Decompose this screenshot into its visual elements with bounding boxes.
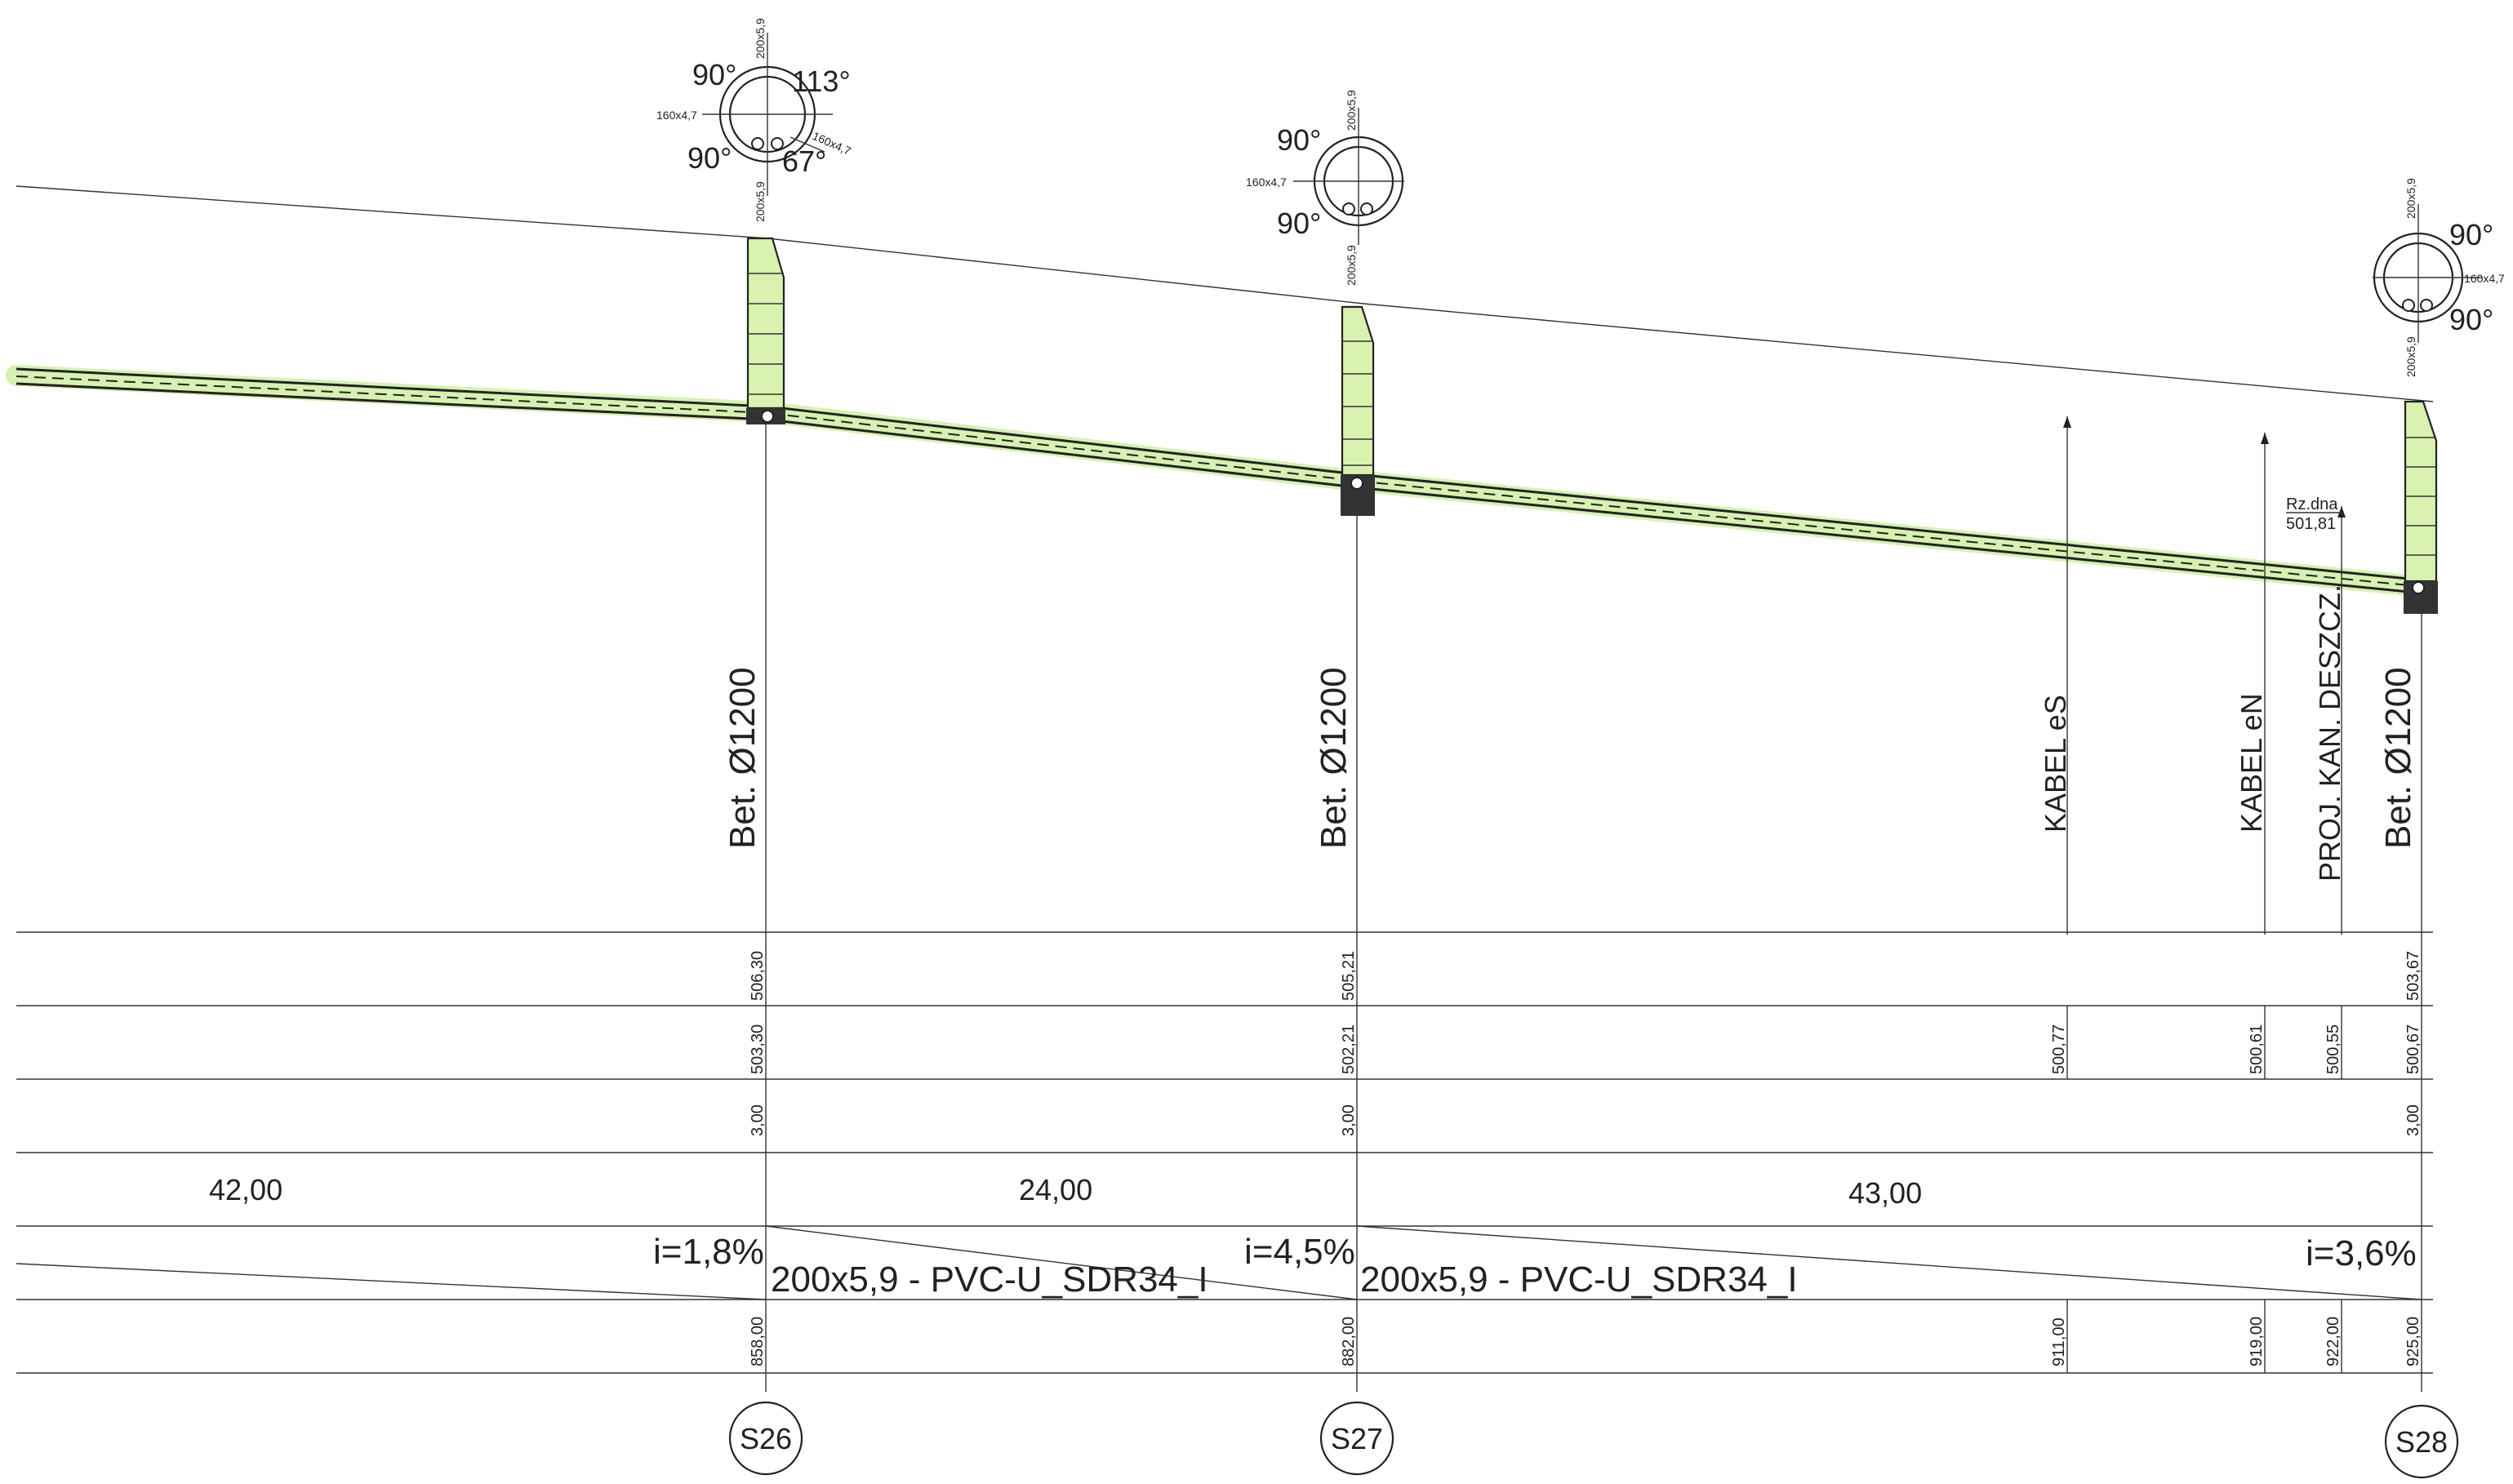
manhole-s28 bbox=[2404, 400, 2438, 1392]
manhole-s26 bbox=[746, 237, 785, 1392]
chainage-kabel-en: 919,00 bbox=[2248, 1317, 2266, 1366]
plan-angle-s26-br: 67° bbox=[782, 144, 826, 178]
plan-pipe-s28-bottom: 200x5,9 bbox=[2404, 336, 2417, 377]
plan-angle-s26-bl: 90° bbox=[687, 141, 732, 175]
slope-label-end: i=3,6% bbox=[2306, 1233, 2417, 1273]
plan-pipe-s26-bottom: 200x5,9 bbox=[754, 181, 767, 222]
invert-elev-kan-deszcz: 500,55 bbox=[2324, 1024, 2342, 1074]
terrain-elev-s28: 503,67 bbox=[2404, 951, 2422, 1001]
plan-pipe-s28-top: 200x5,9 bbox=[2404, 178, 2417, 219]
plan-angle-s26-tl: 90° bbox=[692, 58, 736, 91]
profile-table bbox=[16, 931, 2433, 1374]
plan-symbol-s27: 90° 90° 200x5,9 160x4,7 200x5,9 bbox=[1246, 90, 1404, 286]
manhole-label-s28: Bet. Ø1200 bbox=[2378, 667, 2418, 849]
invert-elev-kabel-en: 500,61 bbox=[2248, 1024, 2266, 1074]
segment-length-2: 24,00 bbox=[1019, 1173, 1092, 1206]
segment-length-1: 42,00 bbox=[209, 1173, 282, 1206]
chainage-kabel-es: 911,00 bbox=[2050, 1317, 2068, 1366]
station-id-s26: S26 bbox=[740, 1422, 792, 1455]
rz-dna-value: 501,81 bbox=[2286, 515, 2336, 533]
chainage-s26: 858,00 bbox=[749, 1317, 767, 1366]
plan-angle-s26-tr: 113° bbox=[792, 64, 851, 98]
invert-elev-s26: 503,30 bbox=[749, 1024, 767, 1074]
terrain-elev-s27: 505,21 bbox=[1340, 951, 1358, 1001]
crossing-label-kabel-en: KABEL eN bbox=[2235, 693, 2268, 833]
plan-pipe-s27-left: 160x4,7 bbox=[1246, 176, 1287, 189]
plan-angle-s27-bl: 90° bbox=[1277, 207, 1321, 240]
invert-elev-s27: 502,21 bbox=[1340, 1024, 1358, 1074]
pipe-spec-1: 200x5,9 - PVC-U_SDR34_I bbox=[771, 1260, 1208, 1300]
plan-angle-s27-tl: 90° bbox=[1277, 123, 1321, 157]
plan-pipe-s27-top: 200x5,9 bbox=[1345, 90, 1358, 131]
plan-pipe-s28-right: 160x4,7 bbox=[2464, 272, 2505, 285]
depth-s27: 3,00 bbox=[1340, 1104, 1358, 1136]
rz-dna-label: Rz.dna bbox=[2286, 495, 2338, 513]
plan-angle-s28-br: 90° bbox=[2449, 303, 2493, 336]
invert-elev-kabel-es: 500,77 bbox=[2050, 1024, 2068, 1074]
invert-elev-s28: 500,67 bbox=[2404, 1024, 2422, 1074]
slope-label-1: i=1,8% bbox=[653, 1232, 764, 1272]
crossing-label-kan-deszcz: PROJ. KAN. DESZCZ. bbox=[2313, 584, 2346, 882]
pipe-spec-2: 200x5,9 - PVC-U_SDR34_I bbox=[1360, 1260, 1798, 1300]
station-id-s28: S28 bbox=[2395, 1425, 2448, 1459]
manhole-label-s27: Bet. Ø1200 bbox=[1314, 667, 1354, 849]
manhole-s27 bbox=[1341, 305, 1375, 1392]
depth-s26: 3,00 bbox=[749, 1104, 767, 1136]
sewer-pipe bbox=[6, 365, 2427, 597]
station-bubble-s27: S27 bbox=[1319, 1401, 1394, 1476]
station-id-s27: S27 bbox=[1331, 1422, 1383, 1455]
plan-pipe-s26-top: 200x5,9 bbox=[754, 18, 767, 59]
slope-label-2: i=4,5% bbox=[1244, 1232, 1355, 1272]
crossing-label-kabel-es: KABEL eS bbox=[2039, 695, 2072, 833]
manhole-label-s26: Bet. Ø1200 bbox=[723, 667, 763, 849]
plan-pipe-s27-bottom: 200x5,9 bbox=[1345, 245, 1358, 286]
plan-symbol-s26: 90° 113° 90° 67° 200x5,9 160x4,7 160x4,7… bbox=[656, 18, 853, 222]
terrain-line bbox=[16, 185, 2434, 402]
plan-pipe-s26-left: 160x4,7 bbox=[656, 109, 697, 122]
plan-symbol-s28: 90° 90° 200x5,9 160x4,7 200x5,9 bbox=[2373, 178, 2505, 377]
chainage-s27: 882,00 bbox=[1340, 1317, 1358, 1366]
depth-s28: 3,00 bbox=[2404, 1104, 2422, 1136]
chainage-kan-deszcz: 922,00 bbox=[2324, 1317, 2342, 1366]
terrain-elev-s26: 506,30 bbox=[749, 951, 767, 1001]
plan-angle-s28-tr: 90° bbox=[2449, 218, 2493, 251]
station-bubble-s26: S26 bbox=[728, 1401, 803, 1476]
segment-length-3: 43,00 bbox=[1848, 1176, 1922, 1210]
chainage-s28: 925,00 bbox=[2404, 1317, 2422, 1366]
station-bubble-s28: S28 bbox=[2384, 1404, 2459, 1479]
